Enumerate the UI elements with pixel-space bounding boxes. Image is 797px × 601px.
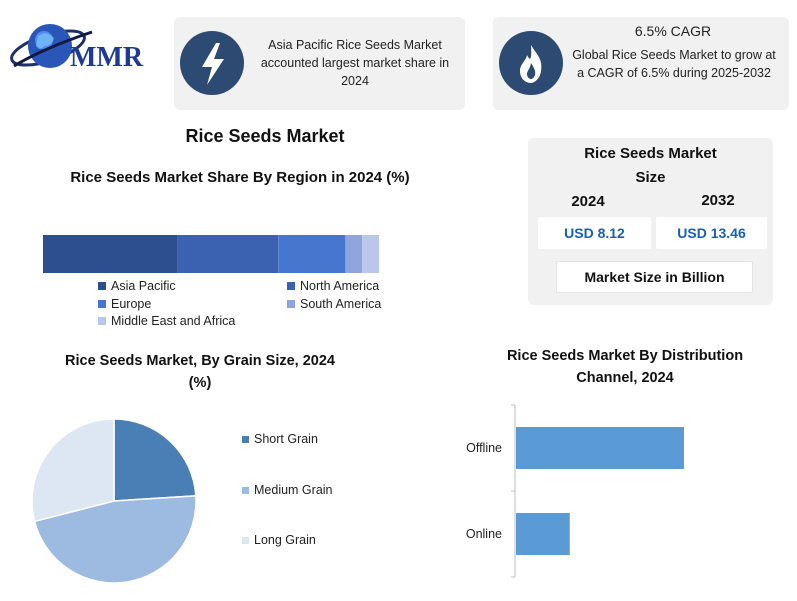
grain-legend-item: Long Grain [242, 533, 316, 547]
category-label: Online [466, 527, 502, 541]
market-size-footer: Market Size in Billion [556, 261, 753, 293]
legend-label: Long Grain [254, 533, 316, 547]
year-2032: 2032 [701, 192, 735, 209]
region-bar-segment-north-america [177, 235, 279, 273]
grain-size-pie [31, 418, 197, 584]
legend-swatch [98, 317, 106, 325]
legend-swatch [242, 486, 249, 494]
legend-swatch [242, 435, 249, 443]
region-legend-item: Asia Pacific [98, 279, 176, 293]
legend-label: Short Grain [254, 432, 318, 446]
pie-slice-long-grain [31, 418, 115, 523]
logo: MMR [8, 16, 158, 80]
market-size-title: Rice Seeds Market Size [584, 145, 717, 186]
region-bar-segment-asia-pacific [43, 235, 178, 273]
region-legend-item: Europe [98, 297, 151, 311]
logo-text: MMR [70, 42, 144, 73]
legend-label: South America [300, 297, 382, 311]
region-legend-item: Middle East and Africa [98, 314, 235, 328]
legend-label: Asia Pacific [111, 279, 176, 293]
lightning-icon [180, 31, 244, 95]
distribution-bar-chart: Offline Online [466, 404, 684, 578]
bar-online [516, 513, 570, 555]
region-legend-item: South America [287, 297, 381, 311]
region-highlight-text: Asia Pacific Rice Seeds Market accounted… [260, 38, 450, 88]
region-stacked-bar [43, 235, 379, 273]
region-bar-segment-europe [278, 235, 346, 273]
bar-offline [516, 427, 684, 469]
highlight-card-region: Asia Pacific Rice Seeds Market accounted… [174, 17, 465, 110]
pie-slice-medium-grain [33, 495, 197, 584]
flame-icon [499, 31, 563, 95]
legend-swatch [287, 282, 295, 290]
distribution-chart-title: Rice Seeds Market By Distribution Channe… [506, 348, 744, 386]
legend-label: North America [300, 279, 380, 293]
legend-label: Medium Grain [254, 483, 333, 497]
globe-logo-icon: MMR [10, 24, 144, 73]
cagr-title: 6.5% CAGR [634, 23, 712, 39]
value-2032: USD 13.46 [656, 217, 767, 249]
legend-swatch [242, 536, 249, 544]
region-legend-item: North America [287, 279, 379, 293]
year-2024: 2024 [571, 193, 605, 210]
legend-label: Europe [111, 297, 152, 311]
legend-swatch [287, 300, 295, 308]
category-label: Offline [466, 441, 502, 455]
pie-slice-short-grain [113, 418, 197, 502]
value-2024: USD 8.12 [538, 217, 651, 249]
region-chart-title: Rice Seeds Market Share By Region in 202… [70, 169, 410, 186]
highlight-card-cagr: 6.5% CAGR Global Rice Seeds Market to gr… [493, 17, 789, 110]
page-title: Rice Seeds Market [185, 126, 345, 146]
legend-label: Middle East and Africa [111, 314, 236, 328]
region-bar-segment-south-america [345, 235, 363, 273]
grain-chart-title: Rice Seeds Market, By Grain Size, 2024 (… [65, 353, 335, 391]
grain-legend-item: Short Grain [242, 432, 318, 446]
region-bar-segment-middle-east-and-africa [362, 235, 379, 273]
legend-swatch [98, 282, 106, 290]
cagr-text: Global Rice Seeds Market to grow at a CA… [572, 48, 776, 80]
market-size-panel: Rice Seeds Market Size 2024 2032 USD 8.1… [528, 138, 773, 305]
legend-swatch [98, 300, 106, 308]
grain-legend-item: Medium Grain [242, 483, 333, 497]
